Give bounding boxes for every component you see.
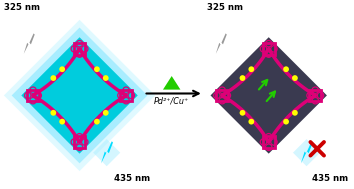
Circle shape <box>50 110 56 116</box>
Polygon shape <box>211 37 327 154</box>
Text: 435 nm: 435 nm <box>114 174 150 183</box>
Polygon shape <box>293 139 320 166</box>
Circle shape <box>94 66 100 72</box>
Polygon shape <box>93 139 120 166</box>
Text: Pd²⁺/Cu⁺: Pd²⁺/Cu⁺ <box>154 96 189 105</box>
Polygon shape <box>163 76 181 90</box>
Circle shape <box>94 119 100 125</box>
Polygon shape <box>301 141 313 163</box>
Polygon shape <box>12 28 148 163</box>
Circle shape <box>59 66 65 72</box>
Polygon shape <box>101 141 113 163</box>
Circle shape <box>240 75 245 81</box>
Text: 435 nm: 435 nm <box>312 174 348 183</box>
Polygon shape <box>24 33 35 54</box>
Circle shape <box>283 66 289 72</box>
Circle shape <box>249 66 254 72</box>
Circle shape <box>292 110 298 116</box>
Circle shape <box>283 119 289 125</box>
Text: 325 nm: 325 nm <box>4 3 40 12</box>
Polygon shape <box>4 20 155 171</box>
Circle shape <box>103 110 109 116</box>
Circle shape <box>240 110 245 116</box>
Polygon shape <box>216 33 227 54</box>
Text: 325 nm: 325 nm <box>207 3 242 12</box>
Circle shape <box>103 75 109 81</box>
Circle shape <box>50 75 56 81</box>
Circle shape <box>59 119 65 125</box>
Circle shape <box>249 119 254 125</box>
Polygon shape <box>21 37 138 154</box>
Circle shape <box>292 75 298 81</box>
